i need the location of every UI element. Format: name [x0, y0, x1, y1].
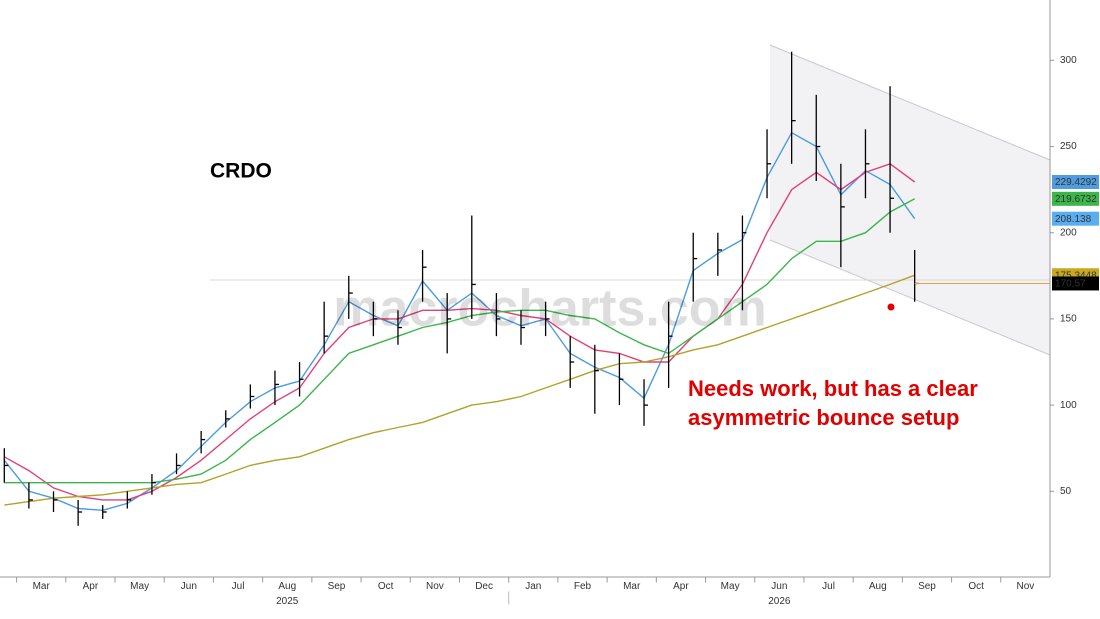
- x-tick-label: May: [721, 581, 740, 592]
- x-tick-label: Mar: [33, 581, 51, 592]
- signal-dot: [887, 303, 895, 311]
- annotation: asymmetric bounce setup: [688, 405, 959, 430]
- moving-average-line: [4, 274, 915, 506]
- annotation: Needs work, but has a clear: [688, 376, 978, 401]
- last-value-label: 208.138: [1055, 214, 1092, 225]
- moving-average-line: [3, 163, 916, 501]
- chart-title: CRDO: [210, 160, 272, 183]
- x-tick-label: Jun: [771, 581, 787, 592]
- x-tick-label: Oct: [378, 581, 394, 592]
- x-tick-label: Apr: [673, 581, 689, 592]
- x-tick-label: Nov: [426, 581, 444, 592]
- x-tick-label: Sep: [328, 581, 346, 592]
- x-tick-label: Nov: [1016, 581, 1034, 592]
- channel-top: [769, 44, 1051, 161]
- watermark: macrocharts.com: [333, 280, 767, 338]
- last-value-box: [1052, 276, 1099, 291]
- x-tick-label: May: [130, 581, 149, 592]
- year-label: 2026: [768, 596, 791, 607]
- last-value-box: [1052, 174, 1099, 189]
- x-tick-label: Jun: [181, 581, 197, 592]
- x-tick-label: Sep: [918, 581, 936, 592]
- y-tick-label: 150: [1060, 314, 1077, 325]
- year-label: 2025: [276, 596, 299, 607]
- y-tick-label: 300: [1060, 55, 1077, 66]
- x-tick-label: Jan: [525, 581, 541, 592]
- x-tick-label: Jul: [232, 581, 245, 592]
- x-tick-label: Oct: [968, 581, 984, 592]
- last-value-label: 170.57: [1055, 279, 1086, 290]
- x-tick-label: Jul: [822, 581, 835, 592]
- last-value-label: 175.3448: [1055, 270, 1097, 281]
- x-tick-label: Aug: [869, 581, 887, 592]
- y-tick-label: 200: [1060, 227, 1077, 238]
- last-value-box: [1052, 211, 1099, 226]
- plot: [3, 51, 1050, 526]
- x-tick-label: Apr: [83, 581, 99, 592]
- trend-channel: [770, 45, 1050, 355]
- x-tick-label: Dec: [475, 581, 493, 592]
- moving-average-line: [3, 131, 916, 512]
- last-value-label: 229.4292: [1055, 177, 1097, 188]
- channel-bottom: [769, 239, 1051, 356]
- x-tick-label: Aug: [278, 581, 296, 592]
- y-tick-label: 50: [1060, 486, 1072, 497]
- x-tick-label: Mar: [623, 581, 641, 592]
- last-value-label: 219.6732: [1055, 194, 1097, 205]
- last-value-box: [1052, 191, 1099, 206]
- x-tick-label: Feb: [574, 581, 592, 592]
- y-tick-label: 250: [1060, 141, 1077, 152]
- moving-average-line: [4, 198, 916, 484]
- y-tick-label: 100: [1060, 400, 1077, 411]
